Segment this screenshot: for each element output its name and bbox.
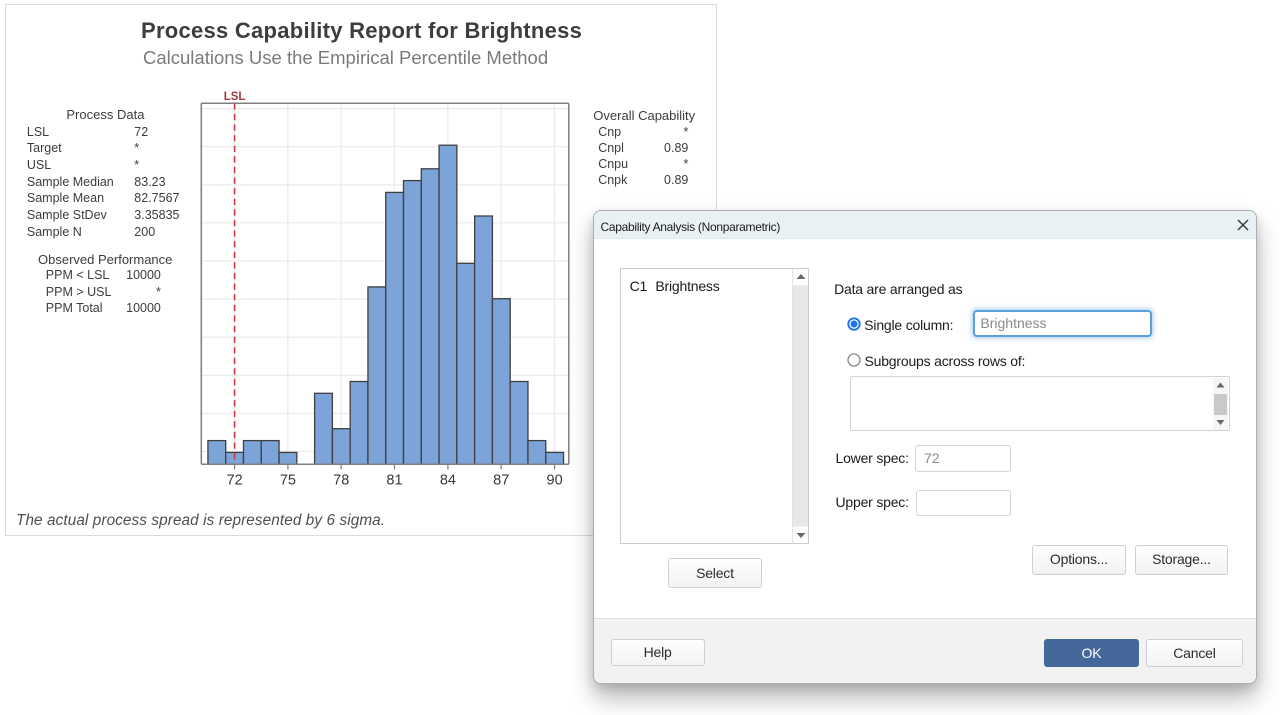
svg-text:84: 84: [440, 473, 456, 489]
svg-text:78: 78: [333, 473, 349, 489]
svg-text:90: 90: [547, 473, 563, 489]
svg-text:72: 72: [227, 473, 243, 489]
svg-text:75: 75: [280, 473, 296, 489]
svg-text:LSL: LSL: [224, 91, 246, 103]
svg-text:81: 81: [386, 473, 402, 489]
svg-text:87: 87: [493, 473, 509, 489]
